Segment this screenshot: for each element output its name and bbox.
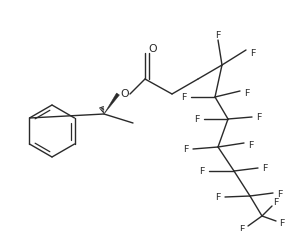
Text: F: F	[183, 145, 189, 154]
Text: F: F	[244, 89, 250, 98]
Text: F: F	[277, 190, 283, 199]
Text: F: F	[215, 193, 221, 202]
Text: F: F	[250, 49, 256, 58]
Text: O: O	[121, 89, 129, 99]
Text: F: F	[262, 164, 268, 173]
Text: F: F	[248, 140, 254, 149]
Text: F: F	[181, 93, 187, 102]
Text: F: F	[215, 30, 221, 39]
Text: O: O	[149, 44, 157, 54]
Text: F: F	[273, 198, 279, 207]
Text: F: F	[199, 167, 205, 176]
Polygon shape	[104, 94, 119, 115]
Text: F: F	[279, 219, 285, 228]
Text: F: F	[256, 113, 262, 122]
Text: F: F	[194, 115, 200, 124]
Text: F: F	[239, 225, 245, 231]
